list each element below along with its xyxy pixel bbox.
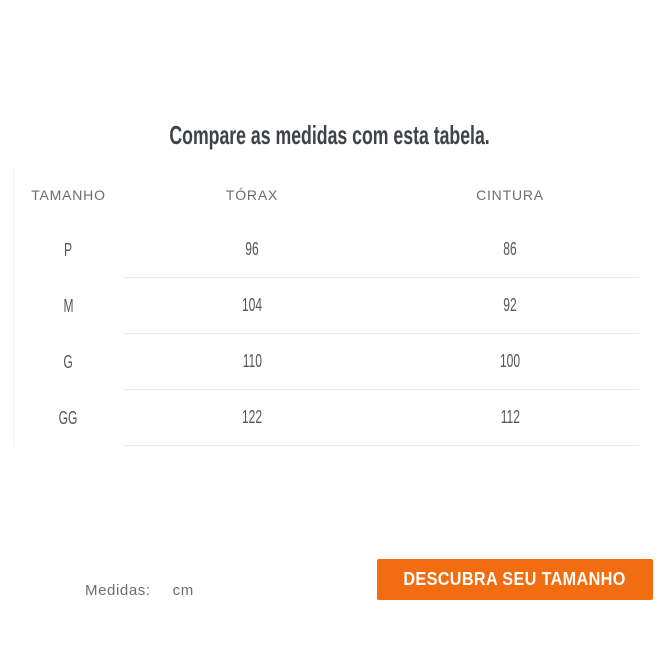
- column-header-torax: TÓRAX: [123, 168, 381, 222]
- size-value: P: [64, 239, 73, 260]
- cintura-value: 92: [503, 295, 517, 315]
- table-row-p: P 96 86: [14, 222, 639, 278]
- size-table: TAMANHO TÓRAX CINTURA P 96 86 M: [13, 168, 639, 446]
- cintura-cell: 86: [381, 222, 639, 278]
- size-cell: M: [14, 278, 123, 334]
- size-cell: GG: [14, 390, 123, 446]
- column-header-torax-label: TÓRAX: [225, 187, 279, 203]
- column-header-cintura-label: CINTURA: [476, 187, 544, 203]
- size-cell: G: [14, 334, 123, 390]
- table-row-g: G 110 100: [14, 334, 639, 390]
- torax-value: 122: [241, 407, 263, 427]
- torax-cell: 110: [123, 334, 381, 390]
- cintura-value: 86: [503, 239, 517, 259]
- table-row-gg: GG 122 112: [14, 390, 639, 446]
- table-row-m: M 104 92: [14, 278, 639, 334]
- page-title: Compare as medidas com esta tabela.: [0, 120, 660, 150]
- cintura-value: 112: [500, 407, 520, 427]
- discover-size-button[interactable]: DESCUBRA SEU TAMANHO: [377, 559, 653, 600]
- cintura-cell: 112: [381, 390, 639, 446]
- cintura-cell: 92: [381, 278, 639, 334]
- torax-value: 96: [245, 239, 259, 259]
- measures-label: Medidas:: [85, 582, 151, 599]
- torax-cell: 96: [123, 222, 381, 278]
- measures-unit: cm: [172, 582, 194, 599]
- size-value: M: [63, 295, 74, 316]
- cintura-cell: 100: [381, 334, 639, 390]
- cintura-value: 100: [499, 351, 521, 371]
- discover-size-button-label: DESCUBRA SEU TAMANHO: [403, 569, 627, 589]
- size-value: GG: [59, 407, 78, 428]
- size-cell: P: [14, 222, 123, 278]
- column-header-cintura: CINTURA: [381, 168, 639, 222]
- column-header-tamanho-label: TAMANHO: [31, 187, 106, 203]
- torax-cell: 122: [123, 390, 381, 446]
- measures-note: Medidas: cm: [85, 581, 194, 600]
- size-value: G: [63, 351, 74, 372]
- column-header-tamanho: TAMANHO: [14, 168, 123, 222]
- table-header-row: TAMANHO TÓRAX CINTURA: [14, 168, 639, 222]
- page-title-text: Compare as medidas com esta tabela.: [169, 120, 491, 150]
- torax-value: 110: [242, 351, 262, 371]
- torax-cell: 104: [123, 278, 381, 334]
- torax-value: 104: [241, 295, 263, 315]
